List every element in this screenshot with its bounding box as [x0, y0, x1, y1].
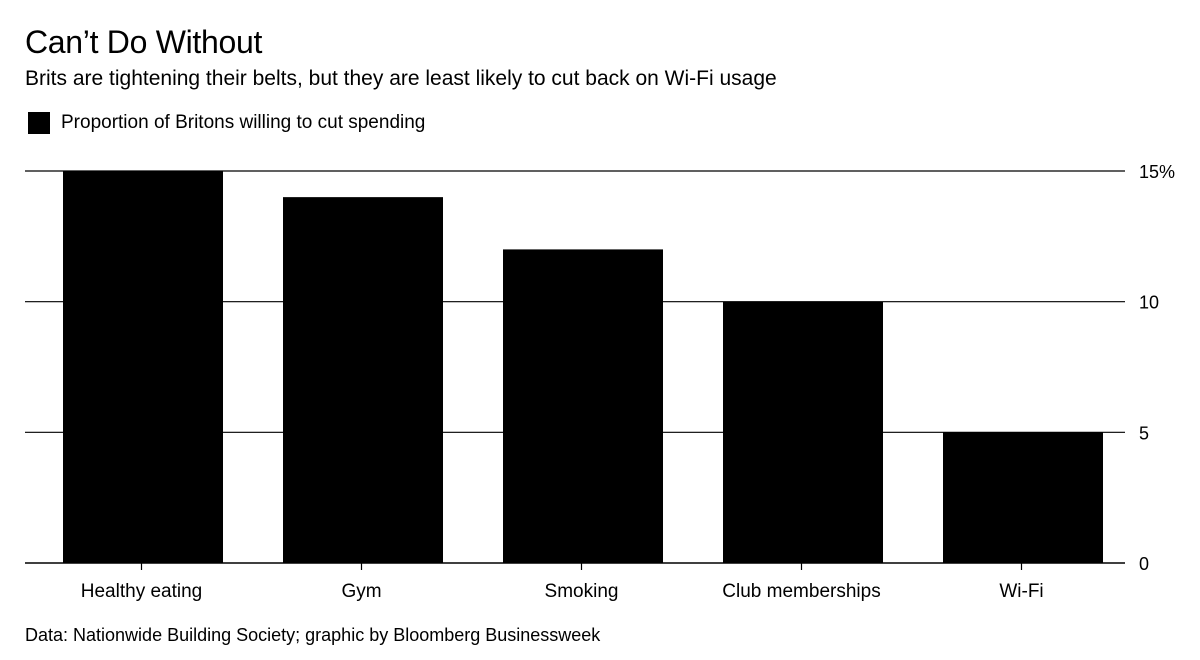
x-tick-labels: Healthy eating Gym Smoking Club memberships… — [81, 581, 1044, 602]
bars — [63, 171, 1103, 563]
y-tick-label: 5 — [1139, 423, 1149, 443]
source-note: Data: Nationwide Building Society; graph… — [25, 625, 601, 645]
x-ticks — [140, 563, 1023, 570]
chart-legend: Proportion of Britons willing to cut spe… — [28, 110, 425, 136]
bar — [943, 432, 1103, 563]
y-tick-labels: 0 5 10 15% — [1139, 162, 1175, 574]
legend-label: Proportion of Britons willing to cut spe… — [61, 112, 426, 133]
bar — [63, 171, 223, 563]
x-tick-label: Club memberships — [722, 581, 880, 602]
y-tick-label: 10 — [1139, 293, 1159, 313]
y-tick-label: 15% — [1139, 162, 1175, 182]
x-tick-label: Healthy eating — [81, 581, 202, 602]
chart-title: Can’t Do Without — [25, 24, 263, 60]
bar — [503, 249, 663, 563]
y-tick-label: 0 — [1139, 554, 1149, 574]
x-tick-label: Gym — [341, 581, 381, 602]
legend-swatch — [28, 112, 50, 134]
x-tick-label: Smoking — [545, 581, 619, 602]
bar — [283, 197, 443, 563]
bar — [723, 301, 883, 563]
x-tick-label: Wi-Fi — [999, 581, 1043, 602]
chart-subtitle: Brits are tightening their belts, but th… — [25, 67, 777, 90]
